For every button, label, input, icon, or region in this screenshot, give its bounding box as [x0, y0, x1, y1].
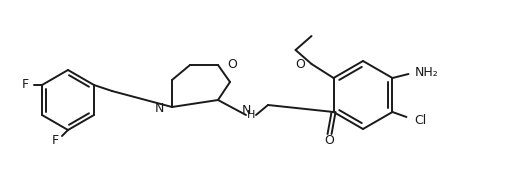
Text: O: O — [227, 59, 237, 71]
Text: Cl: Cl — [414, 113, 427, 127]
Text: H: H — [247, 110, 255, 120]
Text: N: N — [241, 104, 251, 118]
Text: O: O — [296, 57, 305, 70]
Text: N: N — [155, 102, 164, 114]
Text: O: O — [325, 133, 335, 146]
Text: F: F — [52, 133, 59, 146]
Text: F: F — [22, 79, 29, 92]
Text: NH₂: NH₂ — [414, 65, 438, 79]
